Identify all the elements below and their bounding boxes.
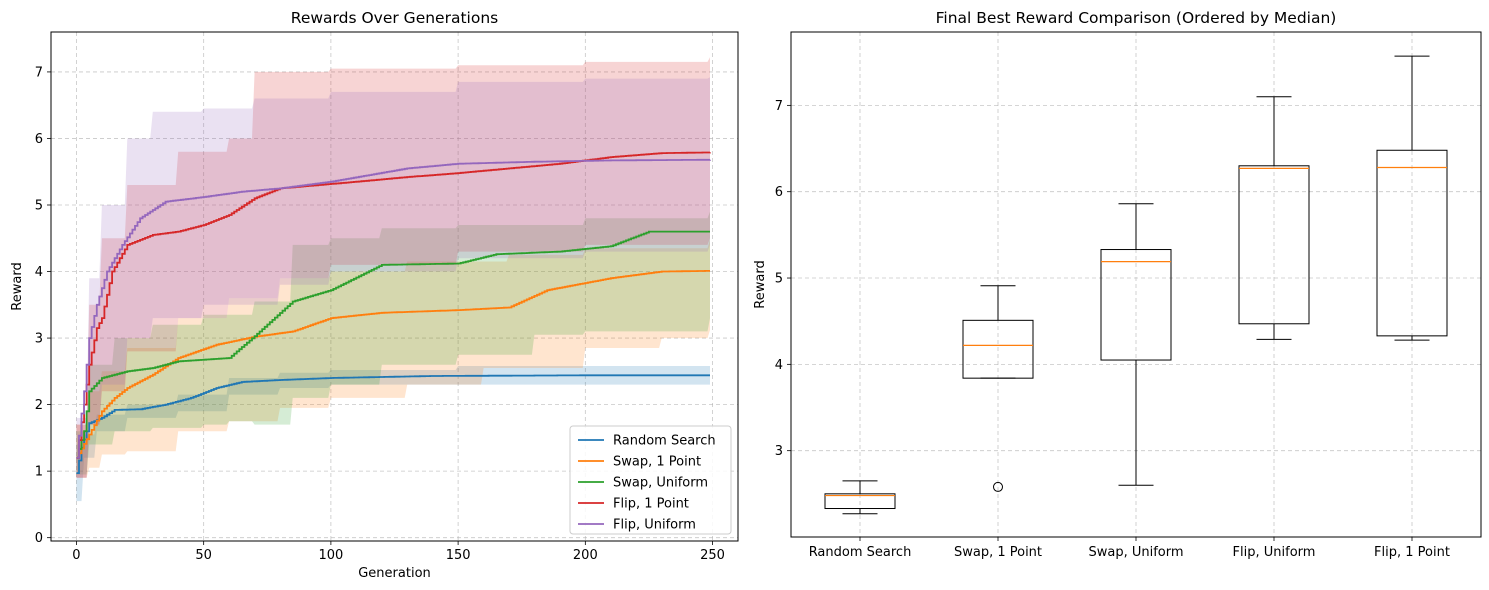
box-iqr [824, 493, 896, 510]
series-line-flip-1-point [76, 151, 711, 459]
band-flip-1-point [76, 57, 710, 478]
y-axis-ticks: 3 4 5 6 7 [775, 99, 791, 459]
y-tick-label: 5 [35, 198, 43, 213]
band-flip-uniform [76, 77, 710, 478]
outlier-point [993, 481, 1003, 492]
legend-entry: Flip, Uniform [613, 518, 696, 533]
x-tick-label: 250 [700, 548, 725, 563]
y-tick-label: 1 [35, 465, 43, 480]
x-tick-label: 200 [573, 548, 598, 563]
x-tick-label: Flip, 1 Point [1374, 545, 1450, 560]
legend-entry: Swap, 1 Point [613, 455, 701, 470]
legend-entry: Swap, Uniform [613, 476, 708, 491]
series-line-random-search [76, 374, 710, 474]
chart-title: Final Best Reward Comparison (Ordered by… [936, 9, 1337, 27]
legend-entry: Random Search [613, 434, 716, 449]
boxes [824, 55, 1448, 515]
band-swap-uniform [76, 211, 710, 475]
legend-box [569, 425, 732, 535]
final-best-reward-boxplot: Final Best Reward Comparison (Ordered by… [753, 9, 1482, 560]
box-iqr [1100, 249, 1172, 361]
std-bands [76, 57, 710, 502]
series-line-swap-1-point [76, 270, 710, 459]
x-tick-label: 50 [195, 548, 212, 563]
x-tick-label: Swap, 1 Point [954, 545, 1042, 560]
chart-title: Rewards Over Generations [291, 9, 498, 27]
y-axis-ticks: 0 1 2 3 4 5 6 7 [35, 65, 51, 546]
y-tick-label: 6 [775, 185, 783, 200]
x-tick-label: Flip, Uniform [1233, 545, 1316, 560]
y-tick-label: 4 [775, 358, 783, 373]
band-random-search [76, 366, 710, 502]
legend: Random Search Swap, 1 Point Swap, Uniform F… [569, 425, 732, 535]
x-axis-ticks: 0 50 100 150 200 250 [72, 541, 725, 563]
plot-frame [50, 31, 739, 542]
series-line-swap-uniform [76, 230, 710, 459]
y-axis-label: Reward [753, 260, 768, 308]
y-tick-label: 0 [35, 531, 43, 546]
y-tick-label: 2 [35, 398, 43, 413]
x-tick-label: 0 [72, 548, 80, 563]
box-random-search [824, 480, 896, 515]
x-tick-label: Swap, Uniform [1088, 545, 1183, 560]
band-swap-1-point [76, 239, 710, 478]
y-tick-label: 5 [775, 272, 783, 287]
x-tick-label: 150 [446, 548, 471, 563]
y-tick-label: 7 [775, 99, 783, 114]
box-swap-uniform [1100, 203, 1172, 486]
grid [791, 32, 1481, 537]
x-tick-label: 100 [318, 548, 343, 563]
y-tick-label: 7 [35, 65, 43, 80]
y-axis-label: Reward [10, 262, 25, 310]
rewards-over-generations-chart: Rewards Over Generations 0 50 100 150 200 250… [10, 9, 739, 581]
box-flip-uniform [1238, 96, 1310, 340]
box-iqr [1376, 149, 1448, 337]
y-tick-label: 3 [35, 332, 43, 347]
y-tick-label: 4 [35, 265, 43, 280]
series-lines [76, 151, 711, 474]
series-line-flip-uniform [76, 158, 711, 459]
box-swap-1-point [962, 285, 1034, 492]
legend-entry: Flip, 1 Point [613, 497, 689, 512]
x-axis-label: Generation [358, 566, 431, 581]
box-iqr [962, 319, 1034, 379]
y-tick-label: 6 [35, 132, 43, 147]
x-axis-ticks: Random Search Swap, 1 Point Swap, Uniform F… [809, 537, 1450, 560]
x-tick-label: Random Search [809, 545, 912, 560]
box-flip-1-point [1376, 55, 1448, 341]
y-tick-label: 3 [775, 444, 783, 459]
box-iqr [1238, 165, 1310, 325]
